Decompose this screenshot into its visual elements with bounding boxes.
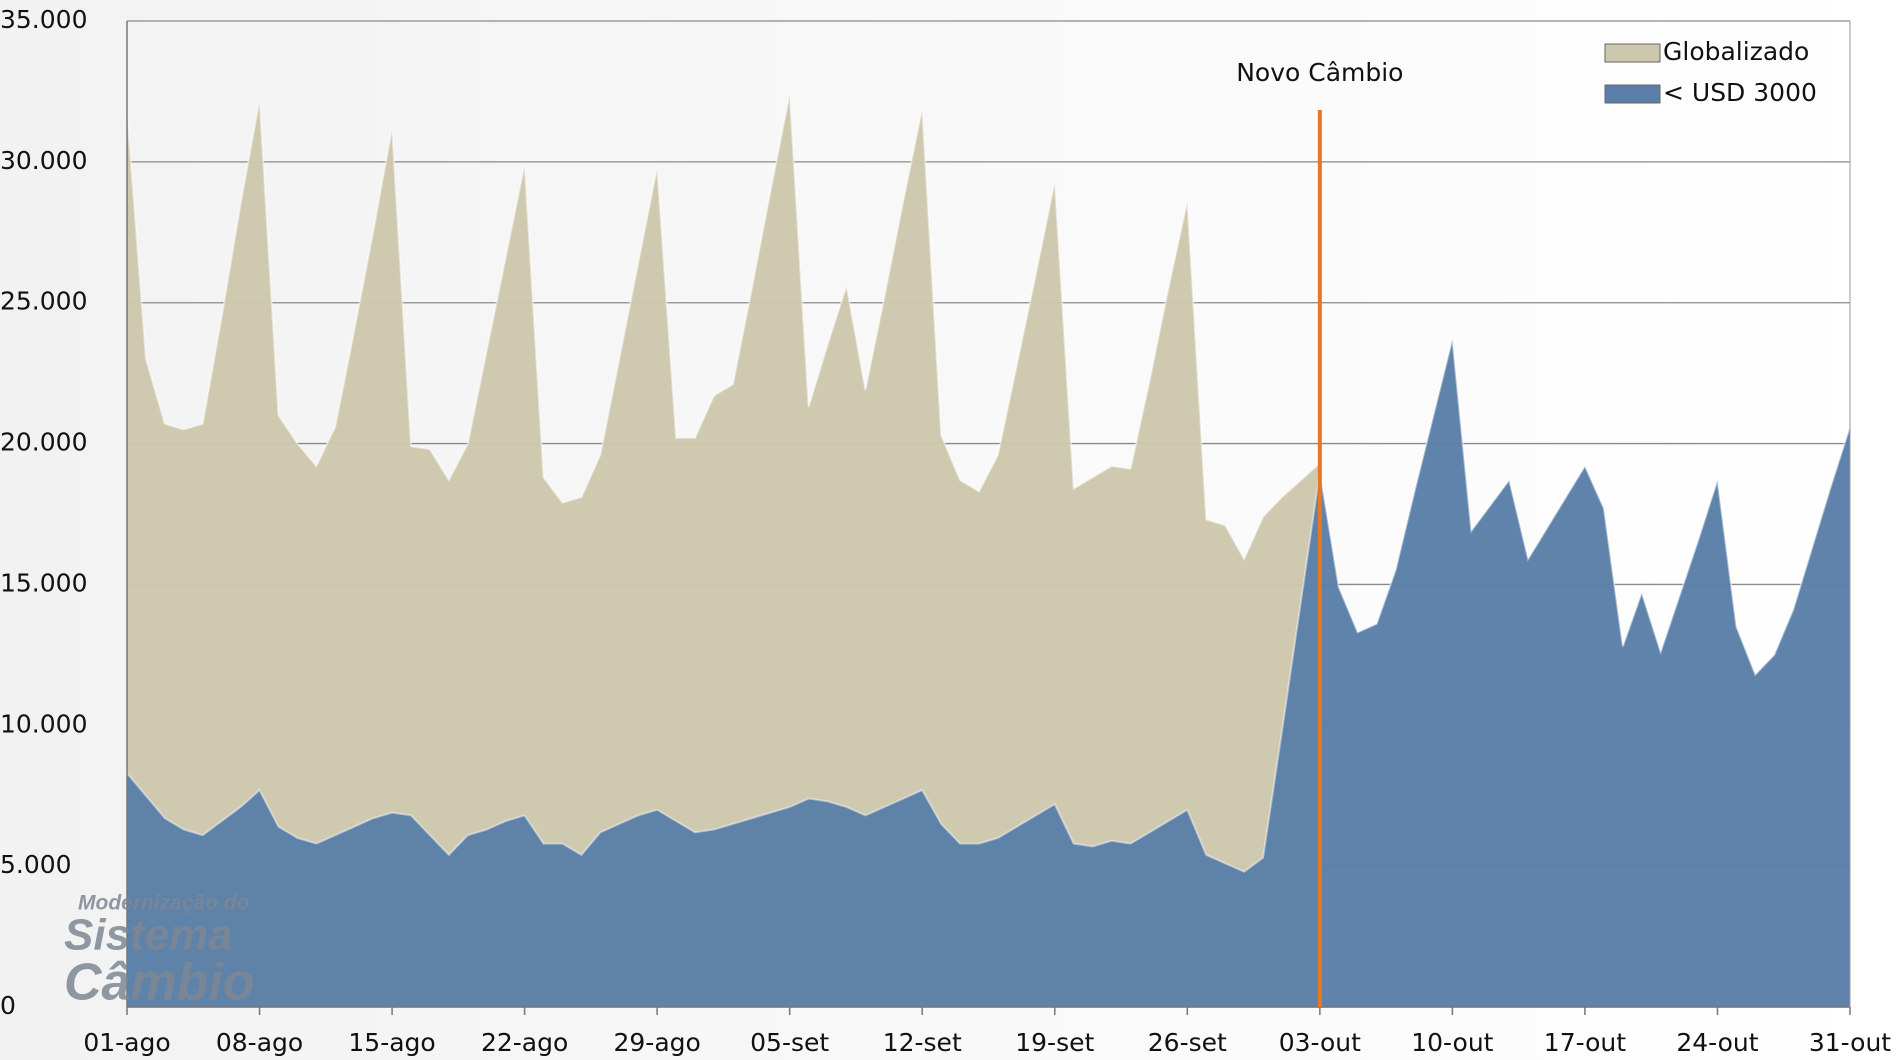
watermark-text: Câmbio bbox=[64, 954, 255, 1012]
x-tick-label: 31-out bbox=[1809, 1028, 1891, 1057]
x-tick-label: 05-set bbox=[750, 1028, 829, 1057]
x-tick-label: 24-out bbox=[1676, 1028, 1758, 1057]
watermark-text: Sistema bbox=[64, 911, 233, 960]
x-tick-label: 26-set bbox=[1148, 1028, 1227, 1057]
y-tick-label: 15.000 bbox=[0, 568, 87, 597]
x-tick-label: 29-ago bbox=[613, 1028, 700, 1057]
y-tick-label: 20.000 bbox=[0, 428, 87, 457]
x-tick-label: 15-ago bbox=[348, 1028, 435, 1057]
x-tick-label: 03-out bbox=[1279, 1028, 1361, 1057]
annotation-label: Novo Câmbio bbox=[1236, 58, 1403, 87]
legend-swatch bbox=[1605, 44, 1660, 62]
x-tick-label: 22-ago bbox=[481, 1028, 568, 1057]
y-tick-label: 25.000 bbox=[0, 287, 87, 316]
chart: 0 5.000 10.000 15.000 20.000 25.000 30.000 35.0… bbox=[0, 0, 1897, 1060]
y-tick-label: 5.000 bbox=[0, 850, 72, 879]
y-tick-label: 0 bbox=[0, 991, 16, 1020]
x-tick-label: 01-ago bbox=[83, 1028, 170, 1057]
x-tick-label: 10-out bbox=[1411, 1028, 1493, 1057]
legend-swatch bbox=[1605, 85, 1660, 103]
y-tick-label: 35.000 bbox=[0, 5, 87, 34]
x-tick-label: 12-set bbox=[883, 1028, 962, 1057]
x-tick-label: 08-ago bbox=[216, 1028, 303, 1057]
x-tick-label: 19-set bbox=[1015, 1028, 1094, 1057]
y-tick-label: 10.000 bbox=[0, 709, 87, 738]
legend-label: Globalizado bbox=[1663, 37, 1809, 66]
x-tick-label: 17-out bbox=[1544, 1028, 1626, 1057]
y-tick-label: 30.000 bbox=[0, 146, 87, 175]
legend-label: < USD 3000 bbox=[1663, 78, 1817, 107]
